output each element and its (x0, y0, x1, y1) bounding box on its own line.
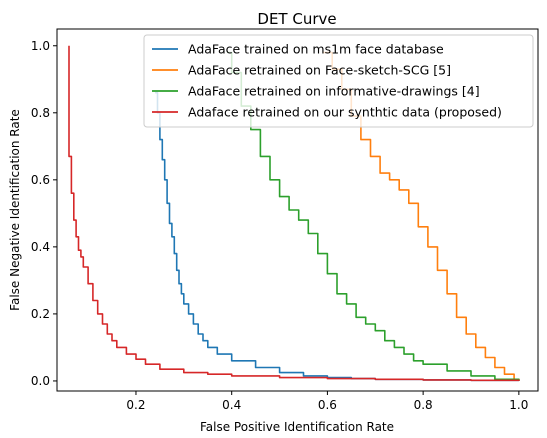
legend: AdaFace trained on ms1m face database Ada… (143, 34, 534, 128)
legend-label-2: AdaFace retrained on Face-sketch-SCG [5] (188, 63, 451, 78)
x-axis-label: False Positive Identification Rate (200, 420, 394, 434)
y-tick-label: 0.8 (31, 106, 50, 120)
series-line-4 (68, 45, 520, 382)
x-tick-label: 1.0 (509, 398, 528, 412)
x-tick-label: 0.2 (126, 398, 145, 412)
y-axis-ticks: 0.0 0.2 0.4 0.6 0.8 1.0 (31, 39, 57, 388)
legend-box (143, 34, 534, 128)
plot-area (56, 28, 539, 392)
y-tick-label: 0.2 (31, 307, 50, 321)
series-line-3 (226, 51, 520, 381)
y-tick-label: 1.0 (31, 39, 50, 53)
legend-label-4: Adaface retrained on our synthtic data (… (188, 105, 502, 120)
x-tick-label: 0.6 (318, 398, 337, 412)
y-axis-label: False Negative Identification Rate (8, 109, 22, 311)
x-axis-ticks: 0.2 0.4 0.6 0.8 1.0 (126, 391, 528, 412)
chart-title: DET Curve (257, 10, 336, 28)
legend-label-3: AdaFace retrained on informative-drawing… (188, 84, 480, 99)
x-tick-label: 0.4 (222, 398, 241, 412)
series-line-1 (155, 91, 520, 382)
y-tick-label: 0.6 (31, 173, 50, 187)
y-tick-label: 0.4 (31, 240, 50, 254)
legend-label-1: AdaFace trained on ms1m face database (188, 42, 444, 57)
x-tick-label: 0.8 (414, 398, 433, 412)
y-tick-label: 0.0 (31, 374, 50, 388)
